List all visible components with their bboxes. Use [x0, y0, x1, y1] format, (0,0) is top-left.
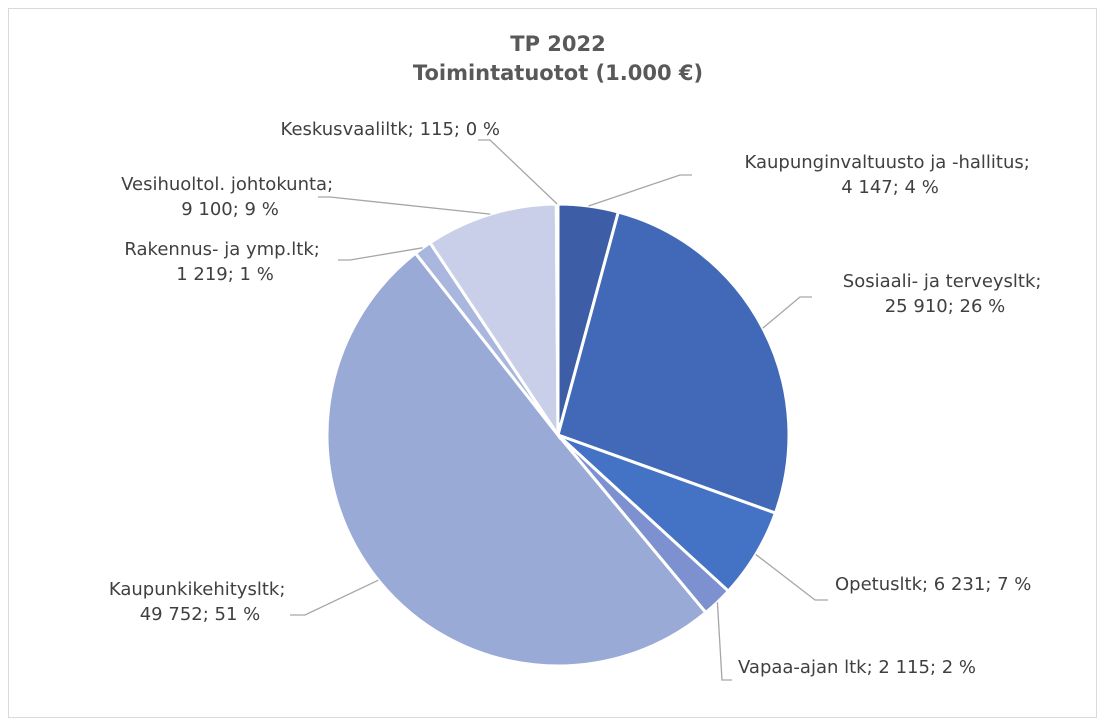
data-label-part: 6 231: [934, 574, 986, 595]
chart-title: TP 2022: [510, 32, 605, 56]
data-label-part: ;: [893, 177, 905, 198]
leader-line: [755, 553, 828, 601]
data-label: Keskusvaaliltk; 115; 0 %: [281, 119, 500, 140]
data-label: Vesihuoltol. johtokunta; 9 100; 9 %: [121, 174, 339, 220]
data-label-part: Opetusltk: [835, 574, 923, 595]
data-label: Opetusltk; 6 231; 7 %: [835, 574, 1031, 595]
data-label-part: ;: [408, 119, 420, 140]
data-label-part: 9 100: [181, 199, 233, 220]
leader-line: [338, 247, 423, 261]
data-label-part: Rakennus- ja ymp.ltk: [124, 239, 314, 260]
data-label-part: ;: [314, 239, 326, 260]
data-label-part: 1 219: [176, 264, 228, 285]
data-label: Sosiaali- ja terveysltk; 25 910; 26 %: [843, 271, 1047, 317]
data-label-part: 7 %: [997, 574, 1031, 595]
pie-slice: [556, 210, 791, 515]
data-label-part: ;: [930, 657, 942, 678]
data-label-part: ;: [1035, 271, 1047, 292]
data-label-part: ;: [948, 296, 960, 317]
data-label-part: Kaupunkikehitysltk: [109, 579, 280, 600]
data-label: Kaupunginvaltuusto ja -hallitus; 4 147; …: [744, 152, 1035, 198]
leader-line: [716, 602, 732, 681]
data-label-part: 0 %: [466, 119, 500, 140]
data-label-part: ;: [327, 174, 339, 195]
data-label-part: ;: [279, 579, 291, 600]
data-label: Rakennus- ja ymp.ltk; 1 219; 1 %: [124, 239, 325, 285]
data-label-part: 2 115: [878, 657, 930, 678]
leader-line: [762, 296, 812, 329]
data-label-part: 1 %: [240, 264, 274, 285]
pie: [325, 202, 791, 668]
data-label-part: Keskusvaaliltk: [281, 119, 409, 140]
leader-line: [478, 139, 558, 205]
data-label-part: 2 %: [942, 657, 976, 678]
data-label-part: ;: [922, 574, 934, 595]
data-label-part: 4 147: [841, 177, 893, 198]
pie-slice: [554, 202, 560, 436]
data-label-part: 25 910: [885, 296, 948, 317]
data-label-part: 115: [420, 119, 454, 140]
data-label-part: 26 %: [960, 296, 1006, 317]
data-label-part: 49 752: [140, 604, 203, 625]
data-label-part: ;: [985, 574, 997, 595]
data-label: Vapaa-ajan ltk; 2 115; 2 %: [738, 657, 976, 678]
data-label-part: ;: [233, 199, 245, 220]
data-label-part: 9 %: [245, 199, 279, 220]
chart-subtitle: Toimintatuotot (1.000 €): [413, 61, 703, 85]
data-label-part: ;: [1024, 152, 1036, 173]
data-label-part: ;: [228, 264, 240, 285]
pie-slice: [427, 202, 560, 441]
data-label-part: Sosiaali- ja terveysltk: [843, 271, 1036, 292]
leader-line: [588, 174, 692, 207]
data-label-part: ;: [867, 657, 879, 678]
data-label-part: ;: [454, 119, 466, 140]
data-label: Kaupunkikehitysltk; 49 752; 51 %: [109, 579, 291, 625]
data-label-part: ;: [203, 604, 215, 625]
data-label-part: 51 %: [215, 604, 261, 625]
leader-line: [318, 196, 491, 215]
data-label-part: Vesihuoltol. johtokunta: [121, 174, 327, 195]
leader-line: [290, 579, 379, 616]
data-label-part: Kaupunginvaltuusto ja -hallitus: [744, 152, 1023, 173]
data-label-part: 4 %: [905, 177, 939, 198]
data-label-part: Vapaa-ajan ltk: [738, 657, 867, 678]
